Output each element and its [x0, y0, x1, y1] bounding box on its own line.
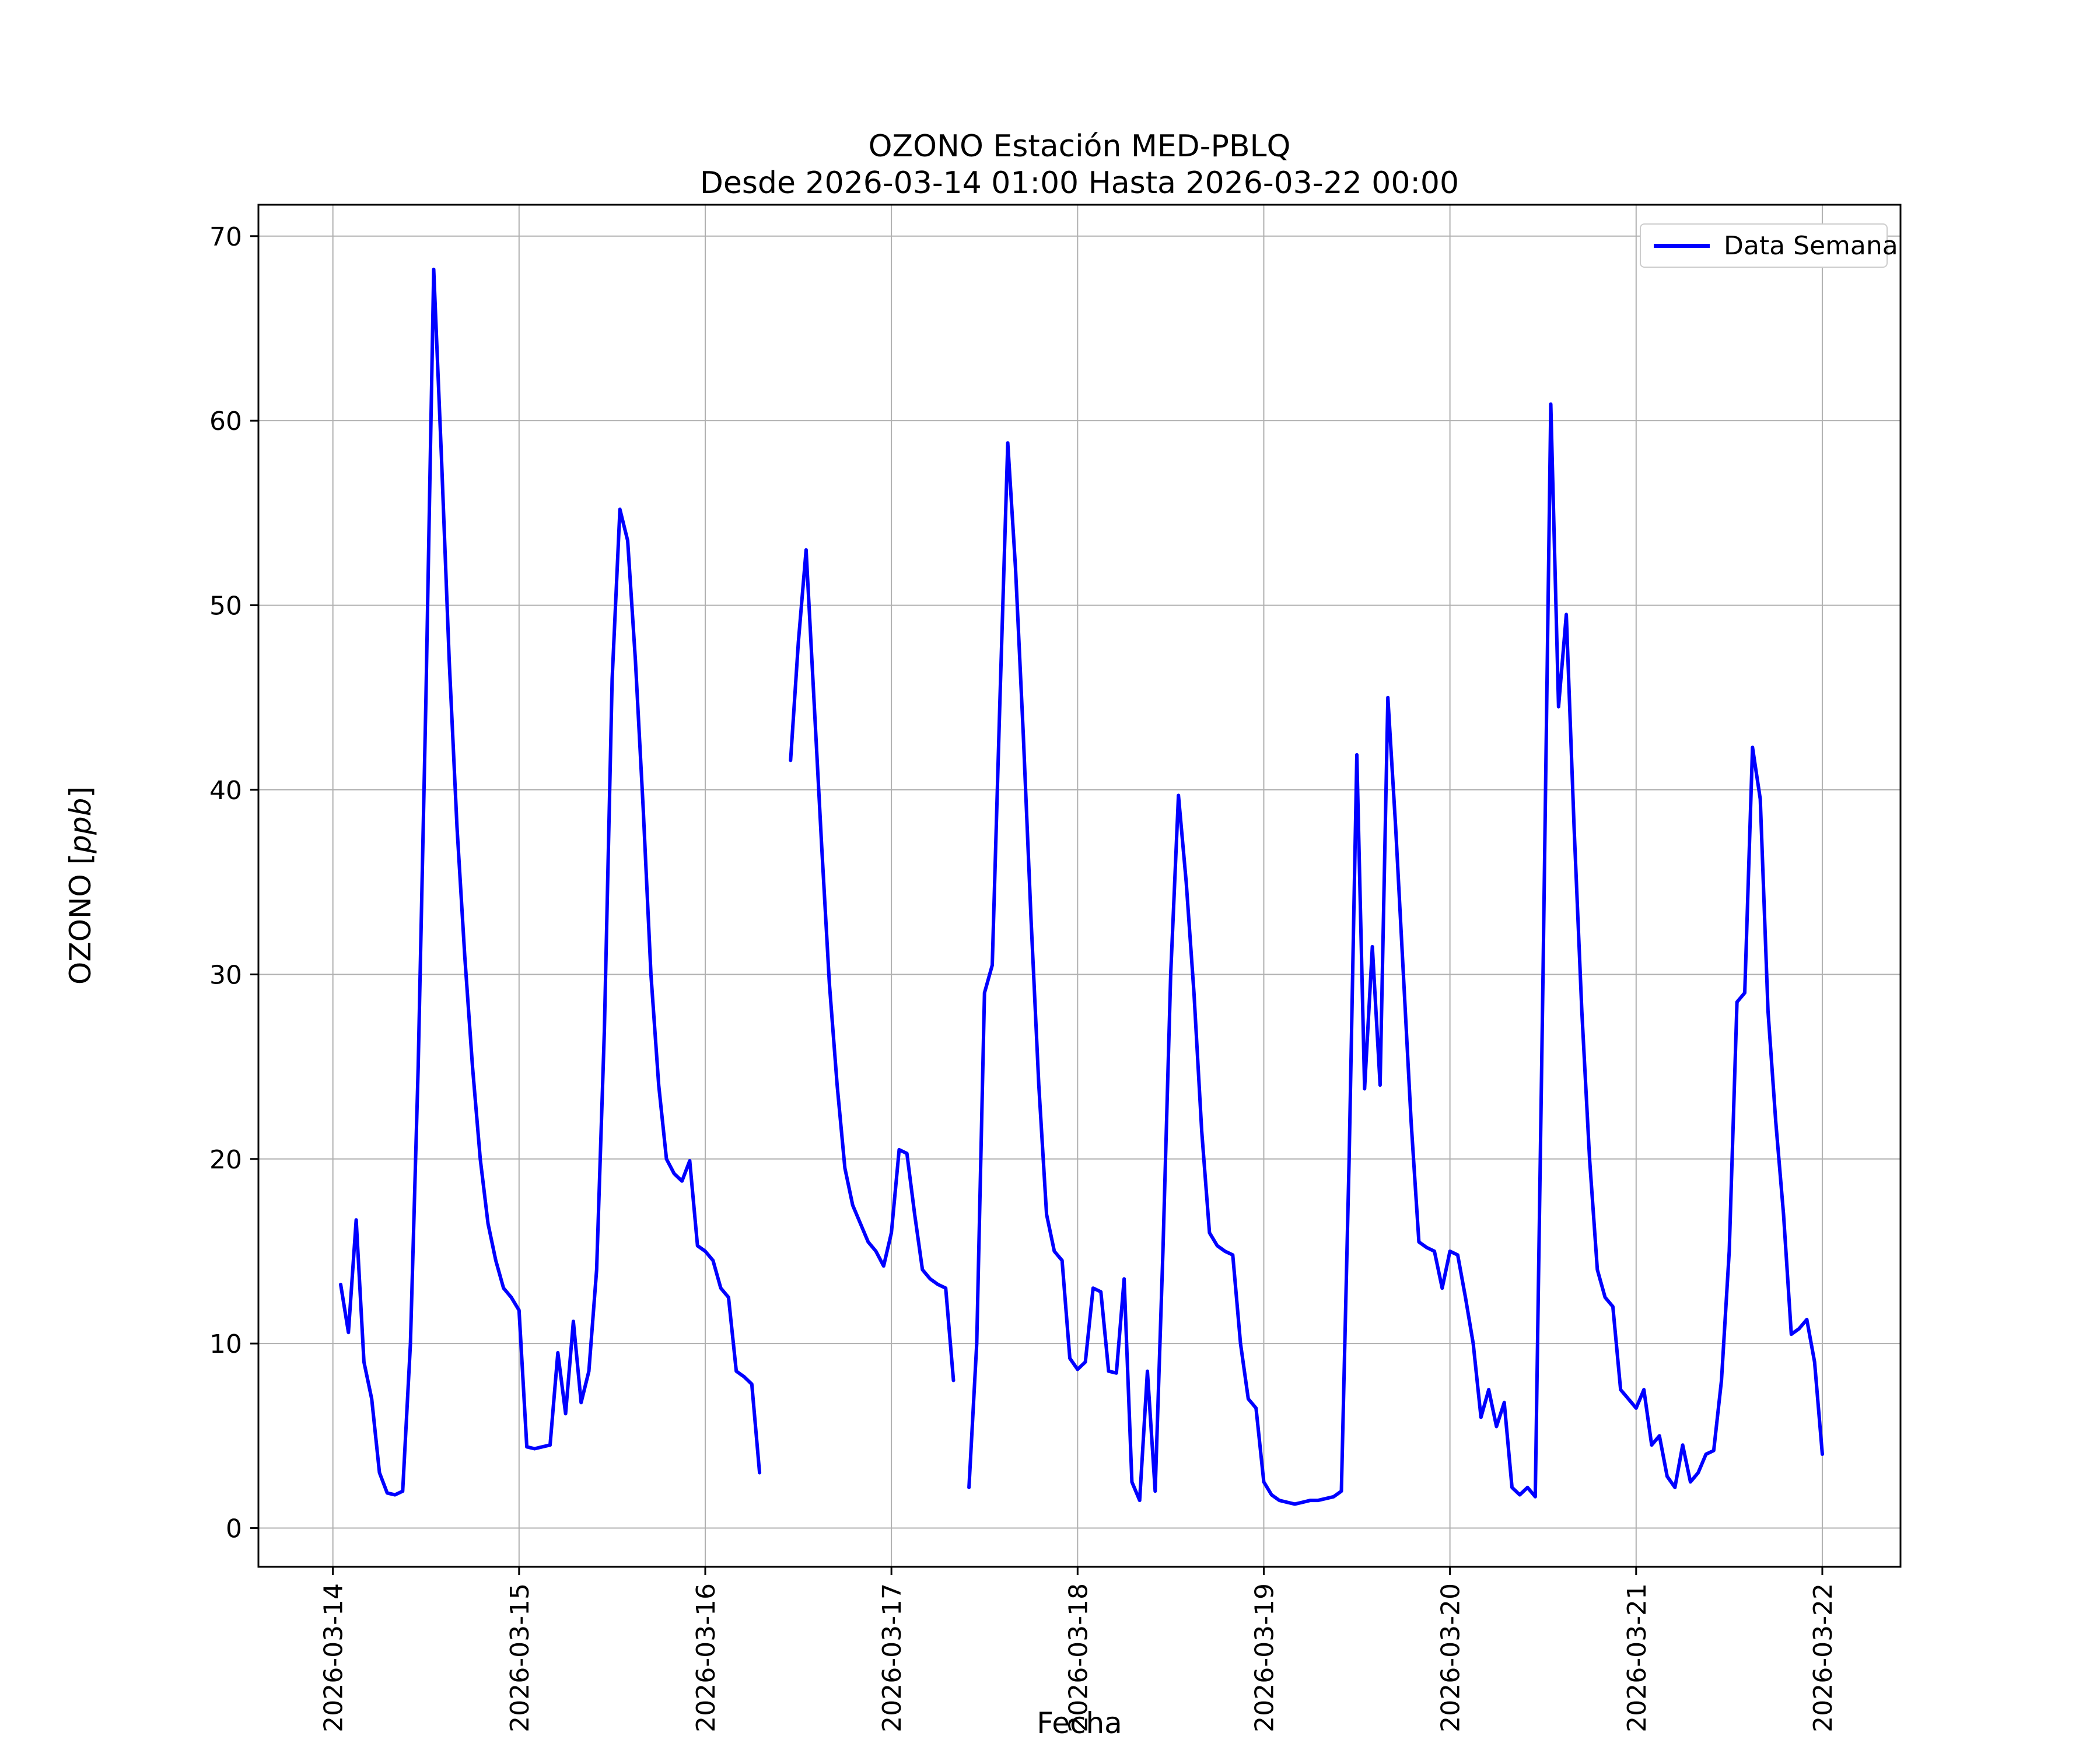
y-tick-label: 0 [226, 1514, 242, 1544]
y-tick-label: 20 [209, 1145, 242, 1175]
y-axis-label-prefix: OZONO [ [64, 853, 97, 985]
y-axis-label-unit: ppb [64, 797, 97, 853]
x-tick-label: 2026-03-18 [1063, 1583, 1093, 1732]
y-tick-label: 70 [209, 222, 242, 252]
legend: Data Semana [1640, 223, 1898, 268]
x-tick-label: 2026-03-21 [1622, 1583, 1652, 1732]
y-axis-label-suffix: ] [64, 786, 97, 798]
x-tick-label: 2026-03-16 [691, 1583, 721, 1732]
y-tick-label: 50 [209, 592, 242, 621]
data-line [789, 548, 956, 1382]
y-tick-label: 10 [209, 1329, 242, 1359]
chart-title: OZONO Estación MED-PBLQ Desde 2026-03-14… [258, 128, 1901, 202]
y-tick-label: 30 [209, 960, 242, 990]
y-tick-label: 60 [209, 407, 242, 436]
x-tick-label: 2026-03-19 [1250, 1583, 1279, 1732]
x-tick-label: 2026-03-20 [1436, 1583, 1466, 1732]
data-line [339, 267, 762, 1497]
axes-spines [257, 204, 1902, 1568]
x-tick-label: 2026-03-17 [877, 1583, 907, 1732]
x-tick-label: 2026-03-15 [505, 1583, 535, 1732]
data-line [967, 402, 1824, 1506]
legend-line-icon [1654, 243, 1710, 248]
chart-title-line1: OZONO Estación MED-PBLQ [868, 129, 1291, 164]
x-tick-label: 2026-03-22 [1808, 1583, 1838, 1732]
chart-title-line2: Desde 2026-03-14 01:00 Hasta 2026-03-22 … [699, 166, 1460, 201]
legend-label: Data Semana [1724, 230, 1898, 261]
y-tick-label: 40 [209, 776, 242, 806]
x-tick-label: 2026-03-14 [319, 1583, 349, 1732]
x-axis-label: Fecha [1037, 1706, 1122, 1740]
y-axis-label: OZONO [ppb] [63, 652, 98, 1119]
